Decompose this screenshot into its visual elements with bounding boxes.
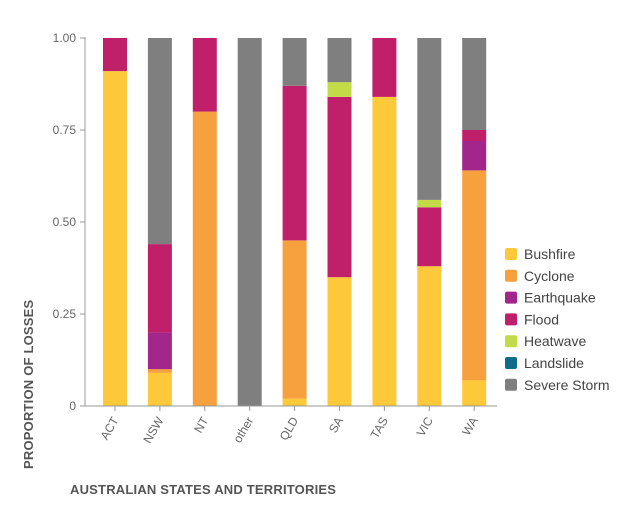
legend-label-landslide: Landslide	[524, 355, 584, 371]
bar-segment-nsw-bushfire	[147, 372, 172, 406]
y-tick-label: 0.50	[53, 215, 77, 229]
x-tick-label-vic: VIC	[414, 414, 436, 439]
y-tick-label: 1.00	[53, 31, 77, 45]
legend-swatch-bushfire	[505, 248, 517, 260]
legend-label-severe-storm: Severe Storm	[524, 377, 610, 393]
bar-segment-qld-flood	[282, 85, 307, 241]
legend-label-earthquake: Earthquake	[524, 290, 596, 306]
x-axis-title: AUSTRALIAN STATES AND TERRITORIES	[70, 482, 336, 497]
bar-segment-wa-bushfire	[462, 380, 487, 406]
bar-segment-nsw-earthquake	[147, 332, 172, 370]
x-tick-label-tas: TAS	[368, 415, 391, 441]
legend-label-flood: Flood	[524, 311, 559, 327]
legend-label-cyclone: Cyclone	[524, 268, 575, 284]
y-axis-title: PROPORTION OF LOSSES	[21, 299, 36, 469]
legend-swatch-cyclone	[505, 269, 517, 282]
bar-segment-tas-bushfire	[372, 96, 397, 407]
x-tick-label-nsw: NSW	[140, 414, 166, 446]
bar-segment-wa-severe-storm	[462, 38, 487, 130]
y-tick-label: 0.25	[53, 307, 77, 321]
legend-swatch-landslide	[505, 357, 517, 369]
bar-segment-vic-heatwave	[417, 199, 442, 208]
legend-swatch-earthquake	[505, 291, 517, 304]
bar-segment-act-flood	[103, 38, 127, 72]
x-tick-label-sa: SA	[326, 415, 346, 436]
bar-segment-sa-severe-storm	[327, 38, 352, 83]
bar-segment-nt-flood	[192, 38, 217, 112]
bar-segment-sa-flood	[327, 96, 352, 278]
bar-segment-qld-cyclone	[282, 240, 307, 399]
x-tick-label-qld: QLD	[277, 414, 302, 443]
bar-segment-wa-cyclone	[462, 170, 487, 381]
bar-segment-act-bushfire	[103, 71, 127, 406]
x-tick-label-other: other	[230, 415, 256, 446]
y-tick-label: 0.75	[53, 123, 77, 137]
bar-segment-vic-bushfire	[417, 266, 442, 406]
bar-segment-nsw-flood	[147, 244, 172, 333]
bar-segment-vic-flood	[417, 207, 442, 267]
x-tick-label-nt: NT	[191, 414, 211, 435]
bar-segment-vic-severe-storm	[417, 38, 442, 200]
legend-swatch-flood	[505, 313, 517, 326]
x-tick-label-act: ACT	[97, 414, 121, 442]
bar-segment-tas-flood	[372, 38, 397, 97]
y-tick-label: 0	[69, 399, 76, 413]
bar-segment-wa-flood	[462, 130, 487, 141]
bar-segment-sa-heatwave	[327, 82, 352, 97]
legend: Bushfire Cyclone Earthquake Flood Heatwave La…	[505, 246, 610, 393]
legend-label-bushfire: Bushfire	[524, 246, 576, 262]
bar-segment-other-severe-storm	[237, 38, 262, 406]
x-tick-label-wa: WA	[459, 415, 481, 438]
legend-swatch-severe-storm	[505, 378, 517, 391]
bar-segment-sa-bushfire	[327, 277, 352, 406]
legend-swatch-heatwave	[505, 335, 517, 348]
bar-segment-nsw-severe-storm	[147, 38, 172, 245]
bar-segment-qld-severe-storm	[282, 38, 307, 86]
bar-segment-nt-cyclone	[192, 111, 217, 406]
bars-layer	[103, 38, 487, 407]
legend-label-heatwave: Heatwave	[524, 333, 586, 349]
bar-segment-nsw-cyclone	[147, 369, 172, 373]
bar-segment-qld-bushfire	[282, 398, 307, 406]
bar-segment-wa-earthquake	[462, 141, 487, 171]
